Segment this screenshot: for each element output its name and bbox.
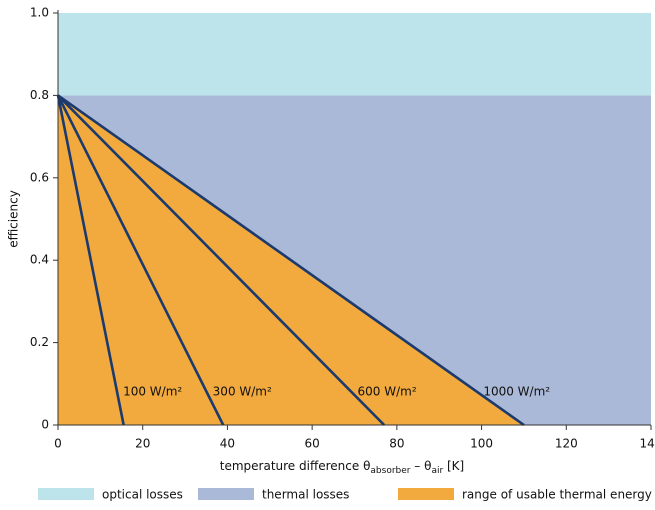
y-tick-label: 0.2: [30, 335, 49, 349]
x-tick-label: 80: [389, 437, 404, 451]
efficiency-line: [57, 94, 525, 427]
x-tick-label: 100: [470, 437, 493, 451]
legend-swatch: [38, 488, 94, 500]
y-tick-label: 1.0: [30, 6, 49, 20]
x-tick-label: 20: [135, 437, 150, 451]
area-optical: [58, 13, 651, 96]
x-tick-label: 0: [54, 437, 62, 451]
legend-swatch: [198, 488, 254, 500]
line-label: 300 W/m²: [213, 385, 272, 399]
legend-label: optical losses: [102, 488, 183, 502]
x-title-sub: air: [431, 466, 443, 476]
x-axis-title: temperature difference θabsorber – θair …: [220, 459, 464, 476]
x-tick-label: 60: [305, 437, 320, 451]
efficiency-line: [56, 95, 125, 426]
legend-swatch: [398, 488, 454, 500]
x-title-part: [K]: [443, 459, 464, 473]
line-label: 100 W/m²: [123, 385, 182, 399]
y-tick-label: 0.4: [30, 253, 49, 267]
y-axis-title: efficiency: [7, 190, 21, 248]
x-title-part: temperature difference θ: [220, 459, 371, 473]
line-label: 1000 W/m²: [483, 385, 550, 399]
x-tick-label: 140: [640, 437, 655, 451]
efficiency-line: [56, 94, 225, 426]
x-title-sub: absorber: [370, 466, 410, 476]
legend-label: range of usable thermal energy: [462, 488, 652, 502]
y-tick-label: 0: [41, 418, 49, 432]
y-tick-label: 0.6: [30, 170, 49, 184]
y-tick-label: 0.8: [30, 88, 49, 102]
x-title-part: – θ: [410, 459, 431, 473]
line-label: 600 W/m²: [358, 385, 417, 399]
x-tick-label: 120: [555, 437, 578, 451]
efficiency-line: [57, 94, 386, 426]
x-tick-label: 40: [220, 437, 235, 451]
legend-label: thermal losses: [262, 488, 349, 502]
